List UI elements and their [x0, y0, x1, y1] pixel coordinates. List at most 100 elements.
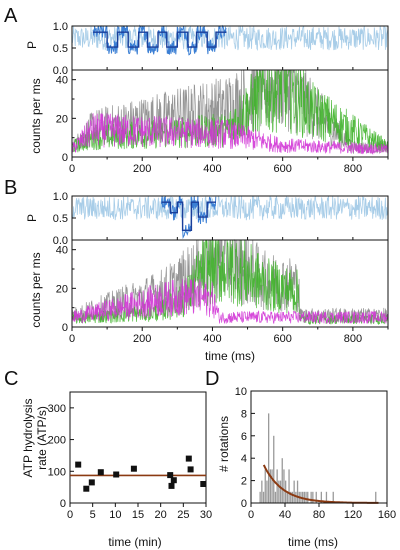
c-scatter-point	[88, 479, 95, 486]
d-hist-bar	[312, 491, 314, 503]
d-ylabel: # rotations	[217, 416, 231, 472]
d-hist-bar	[291, 491, 294, 503]
d-xtick-label: 160	[378, 509, 396, 521]
d-hist-bar	[276, 469, 278, 503]
d-xtick-label: 80	[313, 509, 325, 521]
B_bottom-axes-frame	[71, 239, 389, 328]
d-xtick-label: 120	[344, 509, 362, 521]
b-bottom-ylabel: counts per ms	[29, 252, 43, 327]
a-bottom-ylabel: counts per ms	[29, 78, 43, 153]
B_bottom-xtick-label: 800	[344, 333, 362, 345]
c-scatter-point	[168, 482, 175, 489]
B_bottom-xtick-label: 400	[203, 333, 221, 345]
d-hist-bar	[293, 480, 295, 503]
A_bottom-xtick-label: 200	[133, 163, 151, 175]
b-top-plot: 0.0 0.5 1.0	[53, 191, 389, 247]
d-hist-bar	[259, 491, 261, 503]
c-ytick-label: 200	[48, 435, 66, 447]
b-top-ylabel: P	[25, 214, 39, 222]
A_bottom-xtick-label: 600	[273, 163, 291, 175]
B_bottom-xtick-label: 0	[69, 333, 75, 345]
B_bottom-ytick-label: 40	[56, 245, 68, 257]
d-xlabel: time (ms)	[288, 535, 338, 549]
c-axes-frame	[69, 391, 207, 504]
c-xtick-label: 15	[132, 509, 144, 521]
c-plot: 0 100 200 300 0 5 10 15 20 25 30	[48, 391, 212, 521]
B_bottom-xtick-label: 200	[133, 333, 151, 345]
c-scatter-point	[130, 465, 137, 472]
c-xtick-label: 30	[200, 509, 212, 521]
a-bottom-ylabel-text: counts per ms	[29, 78, 43, 153]
A_bottom-ytick-label: 0	[62, 152, 68, 164]
B_top-ytick-label: 0.5	[53, 213, 68, 225]
panel-letter-d: D	[205, 368, 219, 390]
d-xtick-label: 0	[248, 509, 254, 521]
d-xtick-label: 40	[279, 509, 291, 521]
d-hist-bar	[303, 491, 305, 503]
fret-step-fit	[161, 201, 216, 232]
d-hist-bar	[315, 491, 317, 503]
A_bottom-xtick-label: 800	[344, 163, 362, 175]
fret-burst-trace	[92, 24, 227, 56]
d-hist-bar	[261, 480, 263, 503]
c-scatter-point	[75, 461, 82, 468]
fret-step-fit	[93, 31, 227, 48]
d-hist-bar	[325, 491, 328, 503]
A_top-ytick-label: 0.5	[53, 43, 68, 55]
a-top-ylabel: P	[25, 41, 39, 49]
d-hist-bar	[266, 480, 268, 503]
d-ytick-label: 6	[241, 431, 247, 443]
B_bottom-xtick-label: 600	[273, 333, 291, 345]
c-xtick-label: 25	[177, 509, 189, 521]
d-hist-bar	[271, 469, 273, 503]
A_top-ytick-label: 1.0	[53, 21, 68, 33]
panel-letter-b: B	[4, 177, 17, 199]
A_bottom-xtick-label: 400	[203, 163, 221, 175]
c-scatter-point	[170, 477, 177, 484]
d-hist-bar	[279, 480, 282, 503]
panel-letter-c: C	[4, 368, 18, 390]
d-hist-bar	[268, 413, 270, 503]
panel-letter-a: A	[4, 5, 18, 27]
d-hist-bar	[273, 435, 275, 503]
c-xtick-label: 10	[109, 509, 121, 521]
d-hist-bar	[307, 491, 309, 503]
d-ytick-label: 8	[241, 408, 247, 420]
A_bottom-xtick-label: 0	[69, 163, 75, 175]
c-scatter-point	[167, 472, 174, 479]
c-scatter-point	[200, 481, 207, 487]
d-plot: 0 2 4 6 8 10 0 40 80 120 160	[235, 386, 396, 521]
B_top-ytick-label: 0.0	[53, 235, 68, 247]
c-xlabel: time (min)	[108, 535, 161, 549]
d-ytick-label: 10	[235, 386, 247, 398]
d-hist-bar	[269, 469, 271, 503]
counts-trace-donor	[71, 278, 388, 325]
c-ytick-label: 0	[60, 498, 66, 510]
d-hist-bar	[262, 491, 265, 503]
d-ytick-label: 2	[241, 476, 247, 488]
c-ylabel-line1: ATP hydrolysis	[21, 399, 35, 478]
d-hist-bar	[305, 491, 307, 503]
c-ytick-label: 300	[48, 403, 66, 415]
c-xtick-label: 20	[155, 509, 167, 521]
fret-raw-trace	[71, 195, 389, 221]
c-ylabel-line2: rate (ATP/s)	[35, 406, 49, 470]
d-ytick-label: 4	[241, 453, 247, 465]
d-hist-bar	[274, 491, 277, 503]
d-hist-bar	[281, 458, 283, 503]
d-hist-bar	[310, 491, 312, 503]
d-hist-bar	[290, 491, 292, 503]
d-hist-bar	[296, 480, 299, 503]
d-ytick-label: 0	[241, 498, 247, 510]
fret-raw-trace	[71, 25, 389, 51]
c-scatter-point	[187, 466, 194, 473]
A_bottom-ytick-label: 20	[56, 113, 68, 125]
d-hist-bar	[278, 480, 280, 503]
c-xtick-label: 0	[67, 509, 73, 521]
c-ytick-label: 100	[48, 466, 66, 478]
c-scatter-point	[83, 485, 90, 492]
counts-trace-donor	[71, 113, 388, 155]
B_top-ytick-label: 1.0	[53, 191, 68, 203]
